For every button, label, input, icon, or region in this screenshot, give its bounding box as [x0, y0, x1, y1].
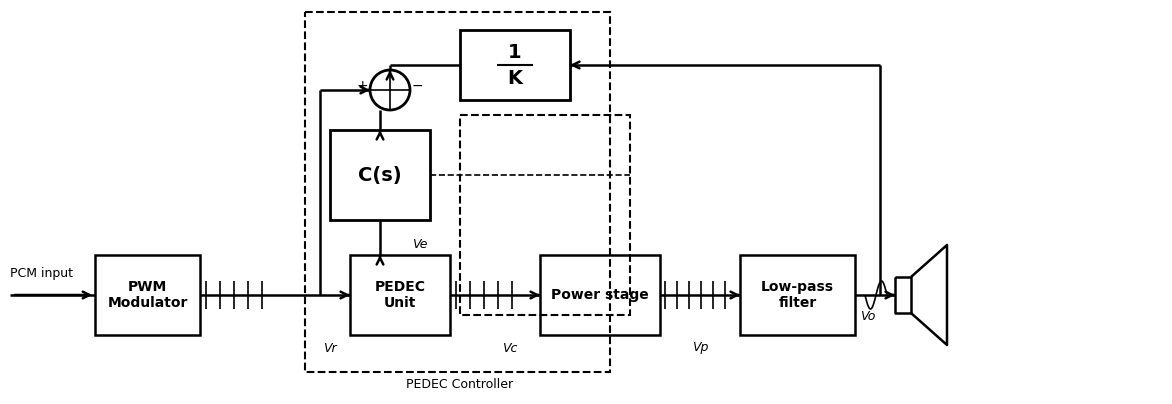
Bar: [350, 255, 450, 335]
Text: PWM
Modulator: PWM Modulator: [108, 280, 188, 310]
Bar: [459, 115, 631, 315]
Text: Vr: Vr: [323, 341, 336, 354]
Bar: [305, 12, 609, 372]
Text: K: K: [507, 69, 523, 88]
Bar: [95, 255, 200, 335]
Text: C(s): C(s): [359, 166, 402, 185]
Bar: [540, 255, 660, 335]
Text: PEDEC Controller: PEDEC Controller: [407, 379, 513, 391]
Text: 1: 1: [509, 44, 522, 63]
Text: Vo: Vo: [860, 309, 875, 322]
Text: Ve: Ve: [413, 238, 428, 252]
Text: Power stage: Power stage: [551, 288, 649, 302]
Text: Vc: Vc: [503, 341, 518, 354]
Text: Vp: Vp: [691, 341, 708, 354]
Text: PCM input: PCM input: [11, 267, 73, 280]
Bar: [331, 130, 430, 220]
Text: PEDEC
Unit: PEDEC Unit: [375, 280, 425, 310]
Text: Low-pass
filter: Low-pass filter: [761, 280, 834, 310]
Bar: [740, 255, 856, 335]
Bar: [459, 30, 570, 100]
Text: −: −: [411, 79, 423, 93]
Text: +: +: [356, 79, 368, 93]
